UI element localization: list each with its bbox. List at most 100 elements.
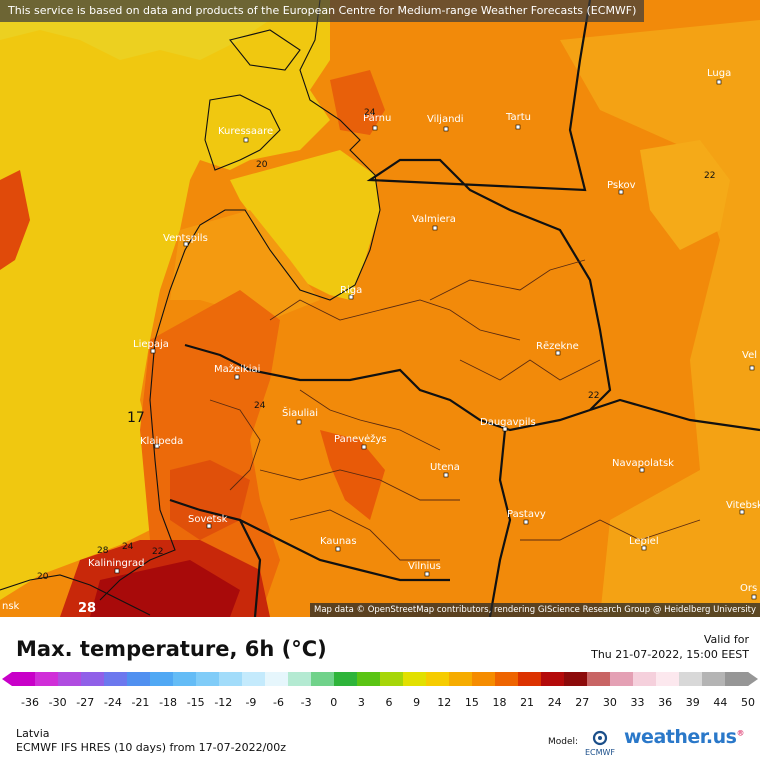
scale-tick-label: 12 <box>437 696 451 709</box>
scale-swatch <box>104 672 128 686</box>
weather-map[interactable]: Kuressaare Pärnu Viljandi Tartu Luga Psk… <box>0 0 760 617</box>
city-tartu[interactable]: Tartu <box>505 112 531 130</box>
hot-zone-sovetsk <box>170 460 250 540</box>
svg-text:22: 22 <box>152 547 163 557</box>
scale-swatch <box>196 672 220 686</box>
city-panevezys[interactable]: Panevėžys <box>334 433 387 450</box>
gotland-hot <box>0 170 30 270</box>
scale-arrow-left <box>2 672 12 686</box>
svg-text:28: 28 <box>97 546 109 556</box>
parnu-hot <box>330 70 385 135</box>
svg-text:Rēzekne: Rēzekne <box>536 341 579 352</box>
city-ors[interactable]: Ors <box>740 583 757 600</box>
city-viljandi[interactable]: Viljandi <box>427 114 464 132</box>
weather-us-logo[interactable]: weather.us® <box>624 726 744 748</box>
scale-swatch <box>357 672 381 686</box>
city-ventspils[interactable]: Ventspils <box>163 233 208 247</box>
scale-swatch <box>449 672 473 686</box>
svg-text:Daugavpils: Daugavpils <box>480 417 536 428</box>
gulf-of-riga-yellow <box>230 150 380 300</box>
scale-swatch <box>702 672 726 686</box>
svg-text:24: 24 <box>364 108 376 118</box>
scale-tick-label: 9 <box>413 696 420 709</box>
scale-tick-label: -30 <box>49 696 67 709</box>
scale-swatch <box>265 672 289 686</box>
scale-tick-label: 36 <box>658 696 672 709</box>
scale-swatch <box>380 672 404 686</box>
model-run: ECMWF IFS HRES (10 days) from 17-07-2022… <box>16 741 287 754</box>
city-navapolatsk[interactable]: Navapolatsk <box>612 458 674 473</box>
city-lepiel[interactable]: Lepiel <box>629 536 659 551</box>
scale-arrow-right <box>748 672 758 686</box>
svg-text:28: 28 <box>78 601 96 616</box>
scale-tick-label: 0 <box>330 696 337 709</box>
svg-text:20: 20 <box>37 572 49 582</box>
scale-tick-label: 39 <box>686 696 700 709</box>
svg-text:Klaipeda: Klaipeda <box>140 436 183 447</box>
map-attribution[interactable]: Map data © OpenStreetMap contributors, r… <box>310 603 760 617</box>
color-scale: -36 -30 -27 -24 -21 -18 -15 -12 -9 -6 -3 0 3 6 9 12 15 18… <box>2 672 758 709</box>
city-siauliai[interactable]: Šiauliai <box>282 406 318 425</box>
city-vilnius[interactable]: Vilnius <box>408 561 441 577</box>
city-parnu[interactable]: Pärnu <box>363 113 391 131</box>
svg-text:Vitebsk: Vitebsk <box>726 500 760 511</box>
svg-text:Šiauliai: Šiauliai <box>282 406 318 419</box>
scale-tick-label: 50 <box>741 696 755 709</box>
city-luga[interactable]: Luga <box>707 68 731 85</box>
city-nsk[interactable]: nsk <box>2 601 20 612</box>
city-vel[interactable]: Vel <box>742 350 757 371</box>
city-sovetsk[interactable]: Sovetsk <box>188 514 228 529</box>
city-daugavpils[interactable]: Daugavpils <box>480 417 536 432</box>
svg-text:Lepiel: Lepiel <box>629 536 659 547</box>
svg-text:24: 24 <box>254 401 266 411</box>
city-pastavy[interactable]: Pastavy <box>507 509 546 525</box>
city-riga[interactable]: Riga <box>340 285 362 300</box>
scale-tick-label: -24 <box>104 696 122 709</box>
svg-text:Liepaja: Liepaja <box>133 339 169 350</box>
city-klaipeda[interactable]: Klaipeda <box>140 436 183 449</box>
scale-tick-label: 15 <box>465 696 479 709</box>
city-pskov[interactable]: Pskov <box>607 180 636 195</box>
brand-mark: ® <box>736 728 744 738</box>
scale-tick-label: 24 <box>548 696 562 709</box>
city-vitebsk[interactable]: Vitebsk <box>726 500 760 515</box>
city-utena[interactable]: Utena <box>430 462 460 478</box>
hot-zone-panevezys <box>320 430 385 520</box>
scale-swatch <box>656 672 680 686</box>
city-mazeikiai[interactable]: Mažeikiai <box>214 363 260 380</box>
svg-text:Pskov: Pskov <box>607 180 636 191</box>
scale-swatch <box>541 672 565 686</box>
valid-for-label: Valid for <box>703 633 749 646</box>
city-markers: Kuressaare Pärnu Viljandi Tartu Luga Psk… <box>2 68 760 612</box>
city-kaunas[interactable]: Kaunas <box>320 536 357 552</box>
scale-tick-label: 30 <box>603 696 617 709</box>
svg-text:20: 20 <box>256 160 268 170</box>
scale-swatch <box>150 672 174 686</box>
scale-tick-label: -12 <box>214 696 232 709</box>
svg-text:Riga: Riga <box>340 285 362 296</box>
city-kuressaare[interactable]: Kuressaare <box>218 126 273 143</box>
city-liepaja[interactable]: Liepaja <box>133 339 169 354</box>
coastlines <box>0 0 381 616</box>
svg-text:Pärnu: Pärnu <box>363 113 391 124</box>
city-kaliningrad[interactable]: Kaliningrad <box>88 558 144 574</box>
svg-text:22: 22 <box>588 391 599 401</box>
legend-panel: Max. temperature, 6h (°C) Valid for Thu … <box>0 617 760 760</box>
city-valmiera[interactable]: Valmiera <box>412 214 456 231</box>
svg-text:Utena: Utena <box>430 462 460 473</box>
scale-tick-label: 33 <box>631 696 645 709</box>
svg-text:Tartu: Tartu <box>505 112 531 123</box>
scale-tick-label: 44 <box>713 696 727 709</box>
city-rezekne[interactable]: Rēzekne <box>536 341 579 356</box>
svg-text:Kuressaare: Kuressaare <box>218 126 273 137</box>
svg-text:Viljandi: Viljandi <box>427 114 464 125</box>
scale-swatch <box>725 672 749 686</box>
scale-tick-label: -21 <box>131 696 149 709</box>
east-patch <box>640 140 730 250</box>
scale-tick-label: -27 <box>76 696 94 709</box>
region-name: Latvia <box>16 727 50 740</box>
svg-text:Panevėžys: Panevėžys <box>334 433 387 445</box>
svg-text:Kaunas: Kaunas <box>320 536 357 547</box>
svg-text:24: 24 <box>122 542 134 552</box>
scale-swatch <box>679 672 703 686</box>
